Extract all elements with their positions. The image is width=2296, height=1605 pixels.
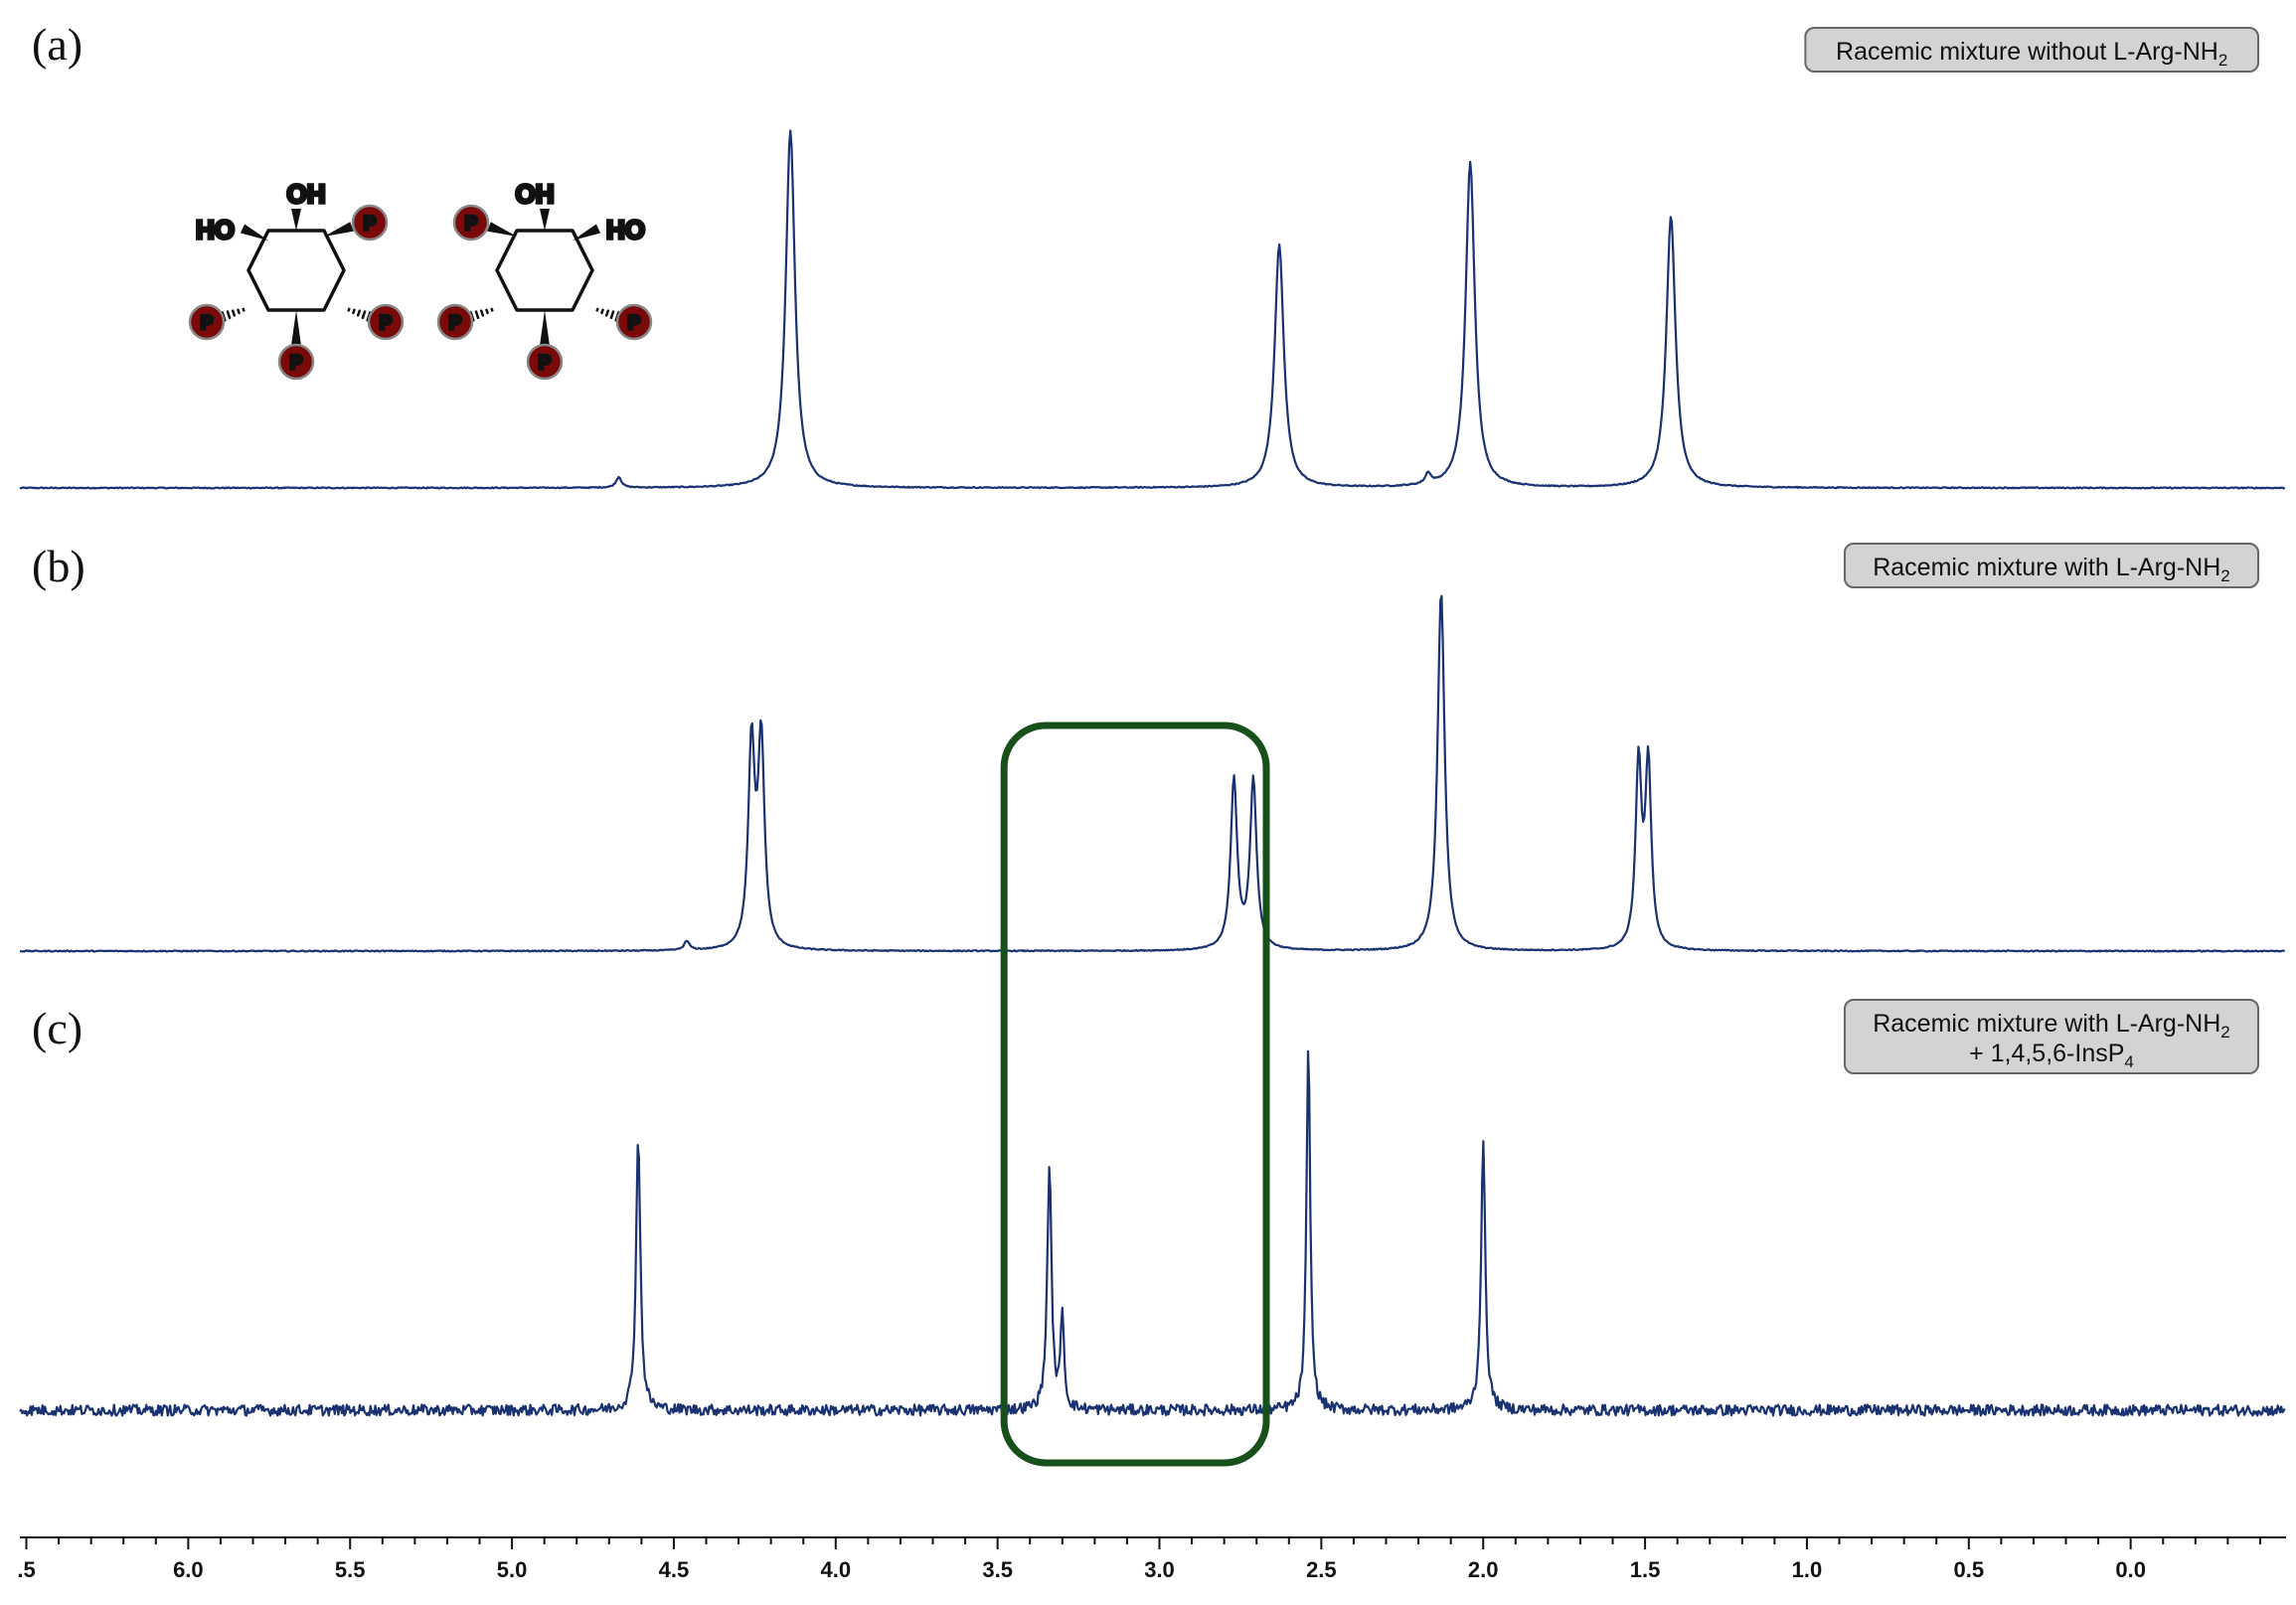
legend-badge-text-b: Racemic mixture with L-Arg-NH2 bbox=[1873, 554, 2230, 585]
spectrum-trace-a bbox=[19, 129, 2286, 490]
panel-labels: (a) Racemic mixture without L-Arg-NH2 (b) R… bbox=[32, 19, 2259, 1074]
phosphate-circle-icon bbox=[188, 303, 226, 341]
svg-text:OH: OH bbox=[516, 179, 555, 209]
highlight-box bbox=[1000, 722, 1270, 1467]
inositol-structure-right: OH HO P P P P bbox=[436, 177, 653, 381]
x-tick-label: 2.5 bbox=[1306, 1557, 1337, 1582]
svg-text:OH: OH bbox=[287, 179, 326, 209]
svg-text:P: P bbox=[364, 214, 377, 235]
spectrum-trace-c bbox=[19, 1049, 2286, 1417]
legend-badge-text-c: + 1,4,5,6-InsP4 bbox=[1969, 1040, 2134, 1071]
phosphate-circle-icon bbox=[526, 343, 564, 381]
legend-badge-text-c: Racemic mixture with L-Arg-NH2 bbox=[1873, 1010, 2230, 1042]
phosphate-circle-icon bbox=[351, 204, 389, 241]
spectra-traces bbox=[19, 129, 2286, 1417]
x-tick-label: .5 bbox=[17, 1557, 35, 1582]
svg-text:HO: HO bbox=[196, 215, 235, 244]
inositol-structure-icon: OH HO P P P P OH HO P P P P bbox=[188, 177, 653, 381]
panel-letter-c: (c) bbox=[32, 1003, 82, 1053]
svg-text:P: P bbox=[449, 313, 462, 334]
legend-badge-b bbox=[1843, 543, 2259, 588]
legend-badge-c bbox=[1843, 999, 2259, 1074]
x-tick-label: 4.0 bbox=[821, 1557, 852, 1582]
phosphate-circle-icon bbox=[615, 303, 653, 341]
x-axis: .5 6.0 5.5 5.0 4.5 4.0 3.5 3.0 2.5 2.0 1.5 1.0 0.5 0.… bbox=[17, 1536, 2286, 1582]
legend-badge-text-a: Racemic mixture without L-Arg-NH2 bbox=[1836, 38, 2227, 70]
phosphate-circle-icon bbox=[452, 204, 490, 241]
x-tick-label: 1.0 bbox=[1792, 1557, 1823, 1582]
inositol-structure-left: OH HO P P P P bbox=[188, 177, 405, 381]
x-tick-label: 5.5 bbox=[335, 1557, 366, 1582]
svg-text:P: P bbox=[628, 313, 641, 334]
panel-letter-b: (b) bbox=[32, 541, 85, 591]
phosphate-circle-icon bbox=[436, 303, 474, 341]
x-tick-label: 6.0 bbox=[173, 1557, 204, 1582]
x-tick-label: 4.5 bbox=[659, 1557, 690, 1582]
svg-text:P: P bbox=[290, 353, 303, 374]
x-tick-label: 1.5 bbox=[1630, 1557, 1661, 1582]
svg-text:P: P bbox=[380, 313, 393, 334]
highlight-region bbox=[1000, 722, 1270, 1467]
panel-letter-a: (a) bbox=[32, 19, 82, 70]
x-tick-label: 2.0 bbox=[1468, 1557, 1499, 1582]
x-tick-label: 3.0 bbox=[1144, 1557, 1175, 1582]
svg-text:P: P bbox=[539, 353, 552, 374]
phosphate-circle-icon bbox=[277, 343, 315, 381]
legend-badge-a bbox=[1804, 27, 2259, 73]
x-tick-label: 0.0 bbox=[2115, 1557, 2146, 1582]
svg-text:P: P bbox=[201, 313, 214, 334]
x-tick-label: 3.5 bbox=[982, 1557, 1013, 1582]
phosphate-circle-icon bbox=[367, 303, 405, 341]
spectrum-trace-b bbox=[19, 594, 2285, 953]
svg-text:P: P bbox=[465, 214, 478, 235]
x-tick-label: 5.0 bbox=[497, 1557, 528, 1582]
svg-text:HO: HO bbox=[606, 215, 645, 244]
x-tick-label: 0.5 bbox=[1954, 1557, 1985, 1582]
